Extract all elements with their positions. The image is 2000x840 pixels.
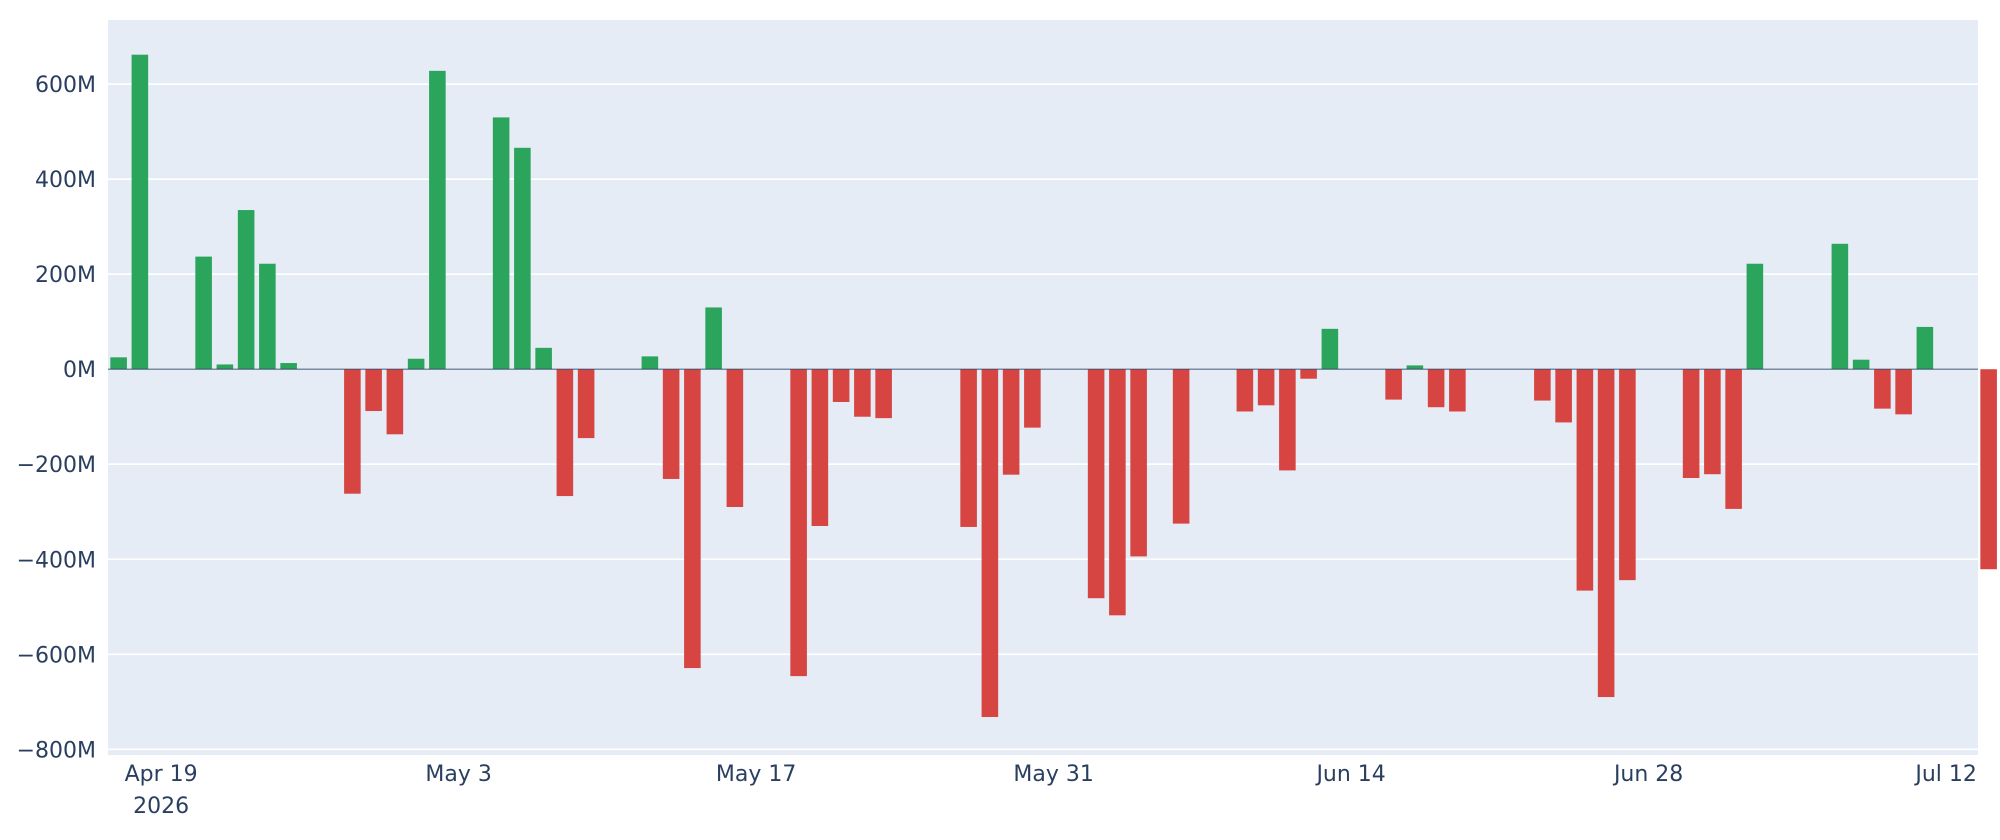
y-tick-label: −600M <box>17 643 96 668</box>
bar <box>195 256 212 370</box>
bar <box>1874 369 1891 409</box>
bar <box>407 358 425 370</box>
bar <box>237 210 255 370</box>
bar <box>1300 369 1317 379</box>
bar <box>790 369 807 677</box>
bar <box>1831 243 1849 370</box>
bar <box>1002 369 1020 475</box>
x-tick-year-label: 2026 <box>133 794 189 819</box>
x-tick-label: May 3 <box>425 762 491 787</box>
bar <box>1555 369 1572 423</box>
bar <box>1619 369 1636 581</box>
x-tick-label: Jun 28 <box>1612 762 1683 787</box>
y-axis: 600M 400M 200M 0M −200M −400M −600M −800M <box>17 73 96 763</box>
bar <box>1427 369 1445 408</box>
y-tick-label: 200M <box>35 263 96 288</box>
bar <box>1024 369 1041 428</box>
y-tick-label: 0M <box>63 358 96 383</box>
bar <box>1725 369 1742 509</box>
bar <box>875 369 892 419</box>
bar <box>577 369 595 439</box>
y-tick-label: −800M <box>17 738 96 763</box>
bar <box>1576 369 1594 591</box>
gridlines <box>108 83 1978 751</box>
x-tick-label: May 31 <box>1013 762 1093 787</box>
bar <box>1704 369 1721 475</box>
bar <box>641 356 659 370</box>
bar <box>1257 369 1275 406</box>
bar <box>492 117 510 370</box>
bar <box>344 369 361 494</box>
bar <box>386 369 404 435</box>
bar <box>556 369 574 497</box>
bar <box>1087 369 1105 599</box>
bar <box>1172 369 1190 524</box>
bar <box>1597 369 1615 698</box>
bar <box>1279 369 1296 471</box>
bar <box>832 369 850 402</box>
x-tick-label: Jun 14 <box>1314 762 1385 787</box>
bar <box>1852 359 1870 370</box>
bar <box>1895 369 1912 415</box>
bar <box>662 369 680 479</box>
bar <box>429 70 446 370</box>
bar <box>365 369 382 412</box>
bar <box>110 357 127 370</box>
x-tick-label: Apr 19 <box>125 762 198 787</box>
bars <box>110 54 1997 717</box>
bar <box>1916 326 1934 370</box>
bar <box>726 369 744 507</box>
bar <box>960 369 977 527</box>
x-tick-label: May 17 <box>716 762 796 787</box>
bar <box>1130 369 1147 557</box>
y-tick-label: −200M <box>17 453 96 478</box>
bar <box>811 369 829 526</box>
bar <box>1109 369 1126 616</box>
bar <box>1980 369 1997 570</box>
y-tick-label: 600M <box>35 73 96 98</box>
x-axis: Apr 19 2026 May 3 May 17 May 31 Jun 14 Jun 28 J… <box>125 762 1977 819</box>
bar <box>684 369 701 669</box>
bar <box>1746 263 1764 370</box>
bar <box>1534 369 1551 401</box>
bar <box>131 54 149 370</box>
y-tick-label: 400M <box>35 168 96 193</box>
bar <box>854 369 871 417</box>
bar <box>1236 369 1254 412</box>
bar <box>280 363 297 370</box>
bar <box>705 307 722 370</box>
y-tick-label: −400M <box>17 548 96 573</box>
x-tick-label: Jul 12 <box>1913 762 1977 787</box>
bar <box>1406 365 1424 370</box>
bar <box>1682 369 1700 479</box>
bar <box>1321 328 1339 370</box>
plot-background <box>108 20 1978 755</box>
bar <box>216 364 234 370</box>
bar <box>514 147 531 370</box>
bar <box>981 369 999 717</box>
bar <box>1385 369 1402 400</box>
bar <box>1449 369 1466 412</box>
bar <box>259 263 276 370</box>
bar <box>535 347 552 370</box>
